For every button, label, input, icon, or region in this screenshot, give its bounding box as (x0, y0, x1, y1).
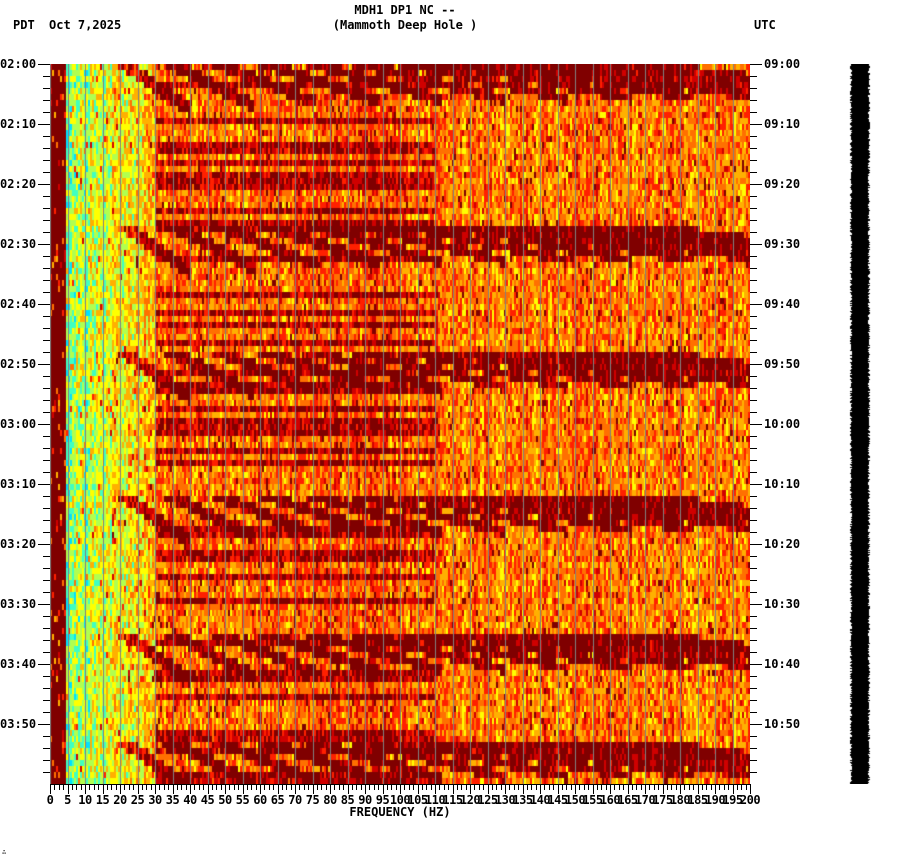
x-tick-label: 120 (459, 793, 481, 807)
y-tick-label-right: 10:10 (764, 477, 801, 491)
x-tick-label: 115 (442, 793, 463, 807)
y-tick-label-right: 10:00 (764, 417, 801, 431)
x-tick-label: 180 (669, 793, 691, 807)
x-tick-label: 100 (389, 793, 411, 807)
x-tick-label: 155 (582, 793, 603, 807)
y-tick-label-right: 09:20 (764, 177, 801, 191)
y-tick-label-left: 03:40 (0, 657, 37, 671)
x-tick-label: 170 (634, 793, 656, 807)
y-tick-label-right: 09:40 (764, 297, 801, 311)
x-tick-label: 135 (512, 793, 533, 807)
x-tick-label: 185 (687, 793, 708, 807)
x-tick-label: 70 (288, 793, 302, 807)
corner-mark: ∴ (2, 848, 7, 856)
y-tick-label-right: 10:40 (764, 657, 801, 671)
right-timezone-label: UTC (754, 18, 776, 32)
x-tick-label: 15 (95, 793, 110, 807)
x-tick-label: 150 (564, 793, 586, 807)
x-tick-label: 190 (704, 793, 726, 807)
x-tick-label: 200 (739, 793, 761, 807)
x-tick-label: 0 (46, 793, 54, 807)
x-tick-label: 90 (358, 793, 372, 807)
y-tick-label-left: 02:40 (0, 297, 37, 311)
x-tick-label: 85 (340, 793, 355, 807)
x-tick-label: 80 (323, 793, 337, 807)
x-tick-label: 10 (78, 793, 92, 807)
x-tick-label: 105 (407, 793, 428, 807)
date-label: Oct 7,2025 (49, 18, 122, 32)
x-tick-label: 45 (200, 793, 215, 807)
x-tick-label: 60 (253, 793, 267, 807)
y-tick-label-left: 02:00 (0, 57, 37, 71)
x-tick-label: 75 (305, 793, 320, 807)
y-tick-label-left: 03:00 (0, 417, 37, 431)
y-tick-label-left: 02:10 (0, 117, 37, 131)
x-tick-label: 30 (148, 793, 162, 807)
x-axis-title: FREQUENCY (HZ) (349, 805, 451, 819)
y-tick-label-right: 09:30 (764, 237, 801, 251)
y-tick-label-left: 02:30 (0, 237, 37, 251)
y-tick-label-right: 10:20 (764, 537, 801, 551)
spectrogram-heatmap (50, 64, 750, 784)
x-tick-label: 20 (113, 793, 127, 807)
x-tick-label: 50 (218, 793, 232, 807)
x-tick-label: 35 (165, 793, 180, 807)
y-tick-label-left: 03:50 (0, 717, 37, 731)
x-tick-label: 175 (652, 793, 673, 807)
y-tick-label-right: 09:50 (764, 357, 801, 371)
y-tick-label-right: 09:10 (764, 117, 801, 131)
x-tick-label: 95 (375, 793, 390, 807)
x-tick-label: 160 (599, 793, 621, 807)
amplitude-trace-strip (849, 64, 871, 784)
x-tick-label: 110 (424, 793, 446, 807)
y-tick-label-left: 03:20 (0, 537, 37, 551)
y-tick-label-right: 09:00 (764, 57, 801, 71)
x-tick-label: 40 (183, 793, 197, 807)
x-tick-label: 140 (529, 793, 551, 807)
left-timezone-label: PDT (13, 18, 35, 32)
y-tick-label-left: 02:20 (0, 177, 37, 191)
y-tick-label-right: 10:30 (764, 597, 801, 611)
y-tick-label-left: 03:10 (0, 477, 37, 491)
x-tick-label: 145 (547, 793, 568, 807)
x-tick-label: 125 (477, 793, 498, 807)
y-tick-label-left: 03:30 (0, 597, 37, 611)
x-tick-label: 165 (617, 793, 638, 807)
x-tick-label: 195 (722, 793, 743, 807)
x-tick-label: 55 (235, 793, 250, 807)
x-tick-label: 65 (270, 793, 285, 807)
x-tick-label: 25 (130, 793, 145, 807)
chart-title-station: MDH1 DP1 NC -- (354, 3, 456, 17)
chart-title-location: (Mammoth Deep Hole ) (332, 18, 478, 32)
x-tick-label: 130 (494, 793, 516, 807)
y-tick-label-left: 02:50 (0, 357, 37, 371)
y-tick-label-right: 10:50 (764, 717, 801, 731)
x-tick-label: 5 (64, 793, 71, 807)
